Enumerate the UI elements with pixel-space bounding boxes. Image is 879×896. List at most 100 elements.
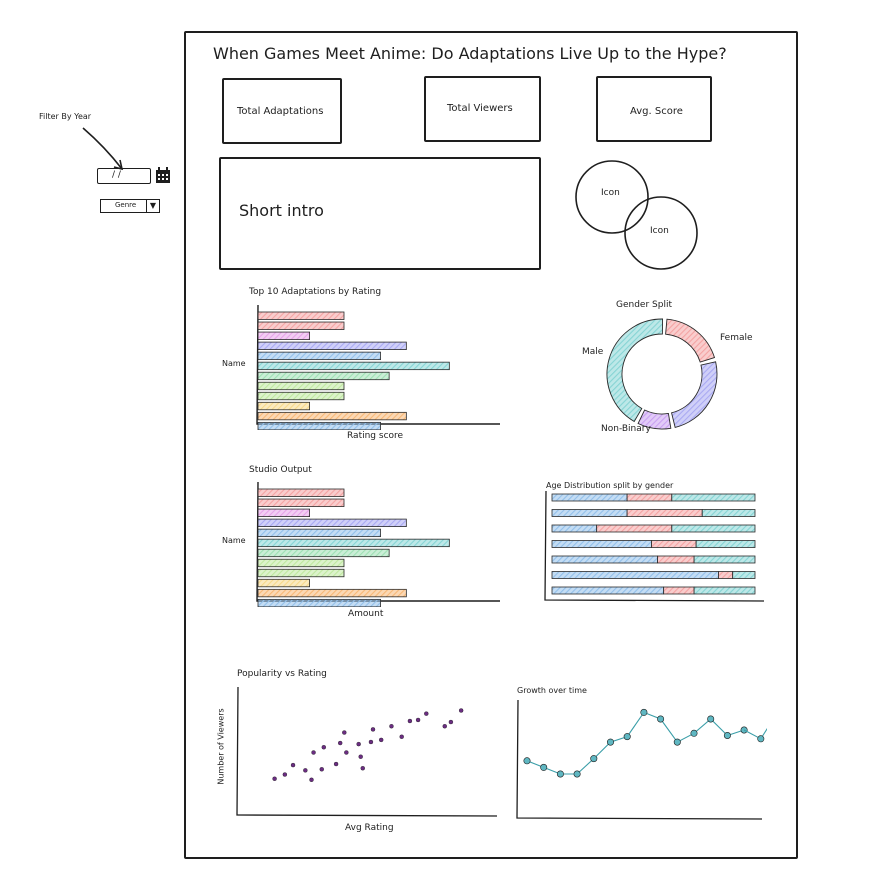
age-segment xyxy=(596,524,673,533)
line-point xyxy=(740,726,748,734)
line-point xyxy=(673,738,681,746)
kpi-avg-score-label: Avg. Score xyxy=(630,106,683,117)
gender-label-nonbinary: Non-Binary xyxy=(601,424,651,434)
age-segment xyxy=(693,555,756,564)
age-segment xyxy=(626,509,703,517)
intro-text: Short intro xyxy=(239,201,324,220)
scatter-point xyxy=(311,750,316,755)
line-point xyxy=(540,763,548,771)
scatter-title: Popularity vs Rating xyxy=(237,669,327,679)
scatter-point xyxy=(399,734,404,739)
line-point xyxy=(690,729,698,737)
filter-label: Filter By Year xyxy=(39,112,92,121)
date-input[interactable]: / / xyxy=(97,168,151,184)
pie-slice xyxy=(665,318,716,363)
axis-line xyxy=(236,686,498,817)
genre-dropdown-label: Genre xyxy=(115,201,137,209)
bar xyxy=(257,578,310,588)
scatter-point xyxy=(407,718,413,724)
scatter-point xyxy=(282,772,288,777)
gender-title: Gender Split xyxy=(616,300,672,310)
age-segment xyxy=(671,493,756,502)
scatter-point xyxy=(458,708,464,713)
date-input-value: / / xyxy=(112,170,121,180)
studio-ylabel: Name xyxy=(222,536,246,545)
axis-line xyxy=(544,490,765,602)
kpi-avg-score: Avg. Score xyxy=(596,76,712,142)
bar xyxy=(257,558,345,568)
bar xyxy=(257,371,390,381)
page-title: When Games Meet Anime: Do Adaptations Li… xyxy=(213,44,727,63)
kpi-total-adaptations-label: Total Adaptations xyxy=(237,106,324,117)
bar xyxy=(257,598,381,607)
studio-chart xyxy=(256,481,500,607)
axis-line xyxy=(516,699,763,820)
age-segment xyxy=(671,524,756,533)
studio-title: Studio Output xyxy=(249,465,312,475)
bar xyxy=(257,401,310,411)
bar xyxy=(257,381,345,391)
scatter-point xyxy=(448,719,454,725)
scatter-point xyxy=(378,737,384,743)
age-segment xyxy=(651,540,697,548)
bar xyxy=(257,341,407,350)
growth-line xyxy=(743,727,767,740)
age-segment xyxy=(695,540,756,548)
scatter-point xyxy=(309,777,314,783)
age-segment xyxy=(657,555,695,564)
age-segment xyxy=(701,509,756,517)
genre-dropdown[interactable]: Genre ▼ xyxy=(100,199,160,213)
line-point xyxy=(607,738,615,746)
kpi-total-viewers: Total Viewers xyxy=(424,76,541,142)
bar xyxy=(257,508,310,517)
pie-slice xyxy=(671,361,718,428)
bar xyxy=(257,528,381,538)
bar xyxy=(257,498,345,507)
bar xyxy=(257,311,345,320)
icon-label-1: Icon xyxy=(601,188,620,198)
icon-circle-2 xyxy=(624,196,698,270)
scatter-point xyxy=(389,724,394,729)
scatter-point xyxy=(358,754,363,759)
age-title: Age Distribution split by gender xyxy=(546,481,674,490)
kpi-total-adaptations: Total Adaptations xyxy=(222,78,342,144)
bar xyxy=(257,538,450,548)
line-point xyxy=(757,735,765,743)
scatter-point xyxy=(333,761,339,767)
scatter-point xyxy=(442,724,447,729)
line-point xyxy=(707,715,715,723)
bar xyxy=(257,391,345,401)
top10-title: Top 10 Adaptations by Rating xyxy=(249,287,382,297)
bar xyxy=(257,421,381,430)
scatter-chart xyxy=(236,686,498,817)
line-point xyxy=(590,755,598,763)
age-segment xyxy=(626,493,673,502)
bar xyxy=(257,588,407,598)
scatter-point xyxy=(272,776,277,781)
pie-slice xyxy=(637,409,672,430)
top10-xlabel: Rating score xyxy=(347,431,404,441)
line-point xyxy=(623,733,631,741)
gender-label-female: Female xyxy=(720,333,753,343)
age-segment xyxy=(551,493,628,502)
calendar-icon[interactable] xyxy=(155,166,171,184)
scatter-point xyxy=(368,739,374,745)
line-point xyxy=(556,770,564,778)
scatter-point xyxy=(344,750,349,755)
scatter-point xyxy=(303,768,308,773)
dropdown-arrow-icon[interactable]: ▼ xyxy=(146,200,159,212)
icon-venn xyxy=(575,160,698,270)
line-point xyxy=(573,770,581,778)
pie-slice xyxy=(606,318,664,423)
age-chart xyxy=(544,490,765,602)
bar xyxy=(257,488,345,497)
icon-circle-1 xyxy=(575,160,649,234)
age-segment xyxy=(663,586,695,595)
scatter-point xyxy=(424,711,429,716)
filter-arrow xyxy=(82,127,124,171)
line-point xyxy=(723,731,731,739)
scatter-point xyxy=(370,727,376,732)
bar xyxy=(257,411,407,421)
bar xyxy=(257,351,381,361)
age-segment xyxy=(551,586,665,595)
